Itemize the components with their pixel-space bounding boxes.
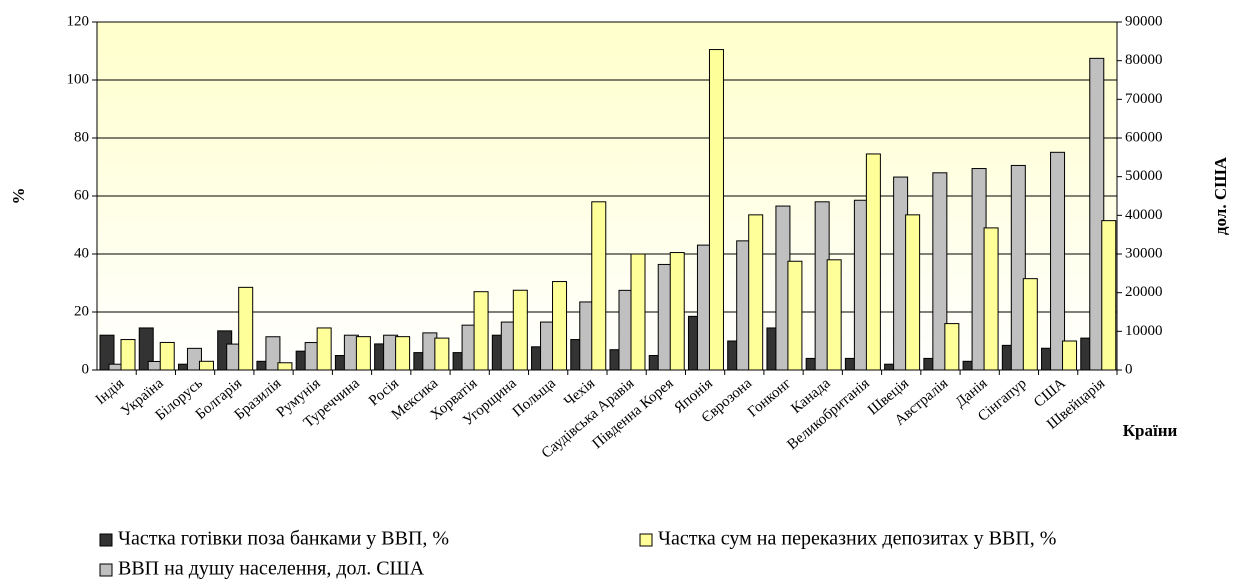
bar	[1101, 220, 1117, 371]
y2-tick-label: 80000	[1125, 52, 1163, 68]
bar	[138, 327, 154, 371]
bar	[826, 259, 842, 371]
y-tick-label: 40	[74, 245, 89, 261]
bar	[1010, 164, 1026, 371]
bar	[865, 153, 881, 371]
x-axis-title: Країни	[1123, 421, 1178, 440]
x-tick-label: Гонконг	[745, 375, 794, 420]
y2-tick-label: 30000	[1125, 245, 1163, 261]
bar	[983, 227, 999, 371]
bar	[591, 201, 607, 371]
bar	[238, 286, 254, 371]
bar	[473, 291, 489, 371]
x-tick-label: Польща	[510, 375, 559, 420]
y2-tick-label: 70000	[1125, 91, 1163, 107]
y2-tick-label: 0	[1125, 361, 1133, 377]
y2-tick-label: 20000	[1125, 284, 1163, 300]
bar	[669, 252, 685, 371]
y-tick-label: 100	[67, 71, 90, 87]
bar	[120, 339, 136, 371]
y2-tick-label: 90000	[1125, 13, 1163, 29]
bar	[512, 289, 528, 371]
legend-label: Частка готівки поза банками у ВВП, %	[118, 528, 449, 550]
bar	[198, 360, 214, 371]
bar	[186, 347, 202, 371]
bar	[434, 337, 450, 371]
bar	[1022, 278, 1038, 371]
y2-tick-label: 40000	[1125, 207, 1163, 223]
bar	[316, 327, 332, 371]
y-tick-label: 0	[82, 361, 90, 377]
bar	[1062, 340, 1078, 371]
bar	[787, 260, 803, 371]
bar	[395, 336, 411, 371]
bar	[708, 49, 724, 371]
bar	[932, 172, 948, 371]
bar	[159, 341, 175, 371]
legend-label: ВВП на душу населення, дол. США	[118, 558, 425, 580]
bar	[630, 253, 646, 371]
bar	[1089, 57, 1105, 371]
y-tick-label: 80	[74, 129, 89, 145]
y-tick-label: 20	[74, 303, 89, 319]
y-tick-label: 120	[67, 13, 90, 29]
legend-swatch	[99, 533, 113, 547]
y2-tick-label: 60000	[1125, 129, 1163, 145]
bar	[748, 214, 764, 371]
y-axis-title: %	[9, 188, 28, 205]
bar	[355, 336, 371, 371]
legend-swatch	[99, 563, 113, 577]
y2-axis-title: дол. США	[1211, 156, 1230, 235]
bar	[552, 281, 568, 371]
bar	[277, 362, 293, 371]
bar	[265, 336, 281, 371]
legend-swatch	[639, 533, 653, 547]
bar	[905, 214, 921, 371]
bar	[944, 323, 960, 371]
y2-tick-label: 50000	[1125, 168, 1163, 184]
y-tick-label: 60	[74, 187, 89, 203]
y2-tick-label: 10000	[1125, 323, 1163, 339]
legend-label: Частка сум на переказних депозитах у ВВП…	[658, 528, 1056, 550]
bar	[1050, 151, 1066, 371]
bar	[99, 334, 115, 371]
